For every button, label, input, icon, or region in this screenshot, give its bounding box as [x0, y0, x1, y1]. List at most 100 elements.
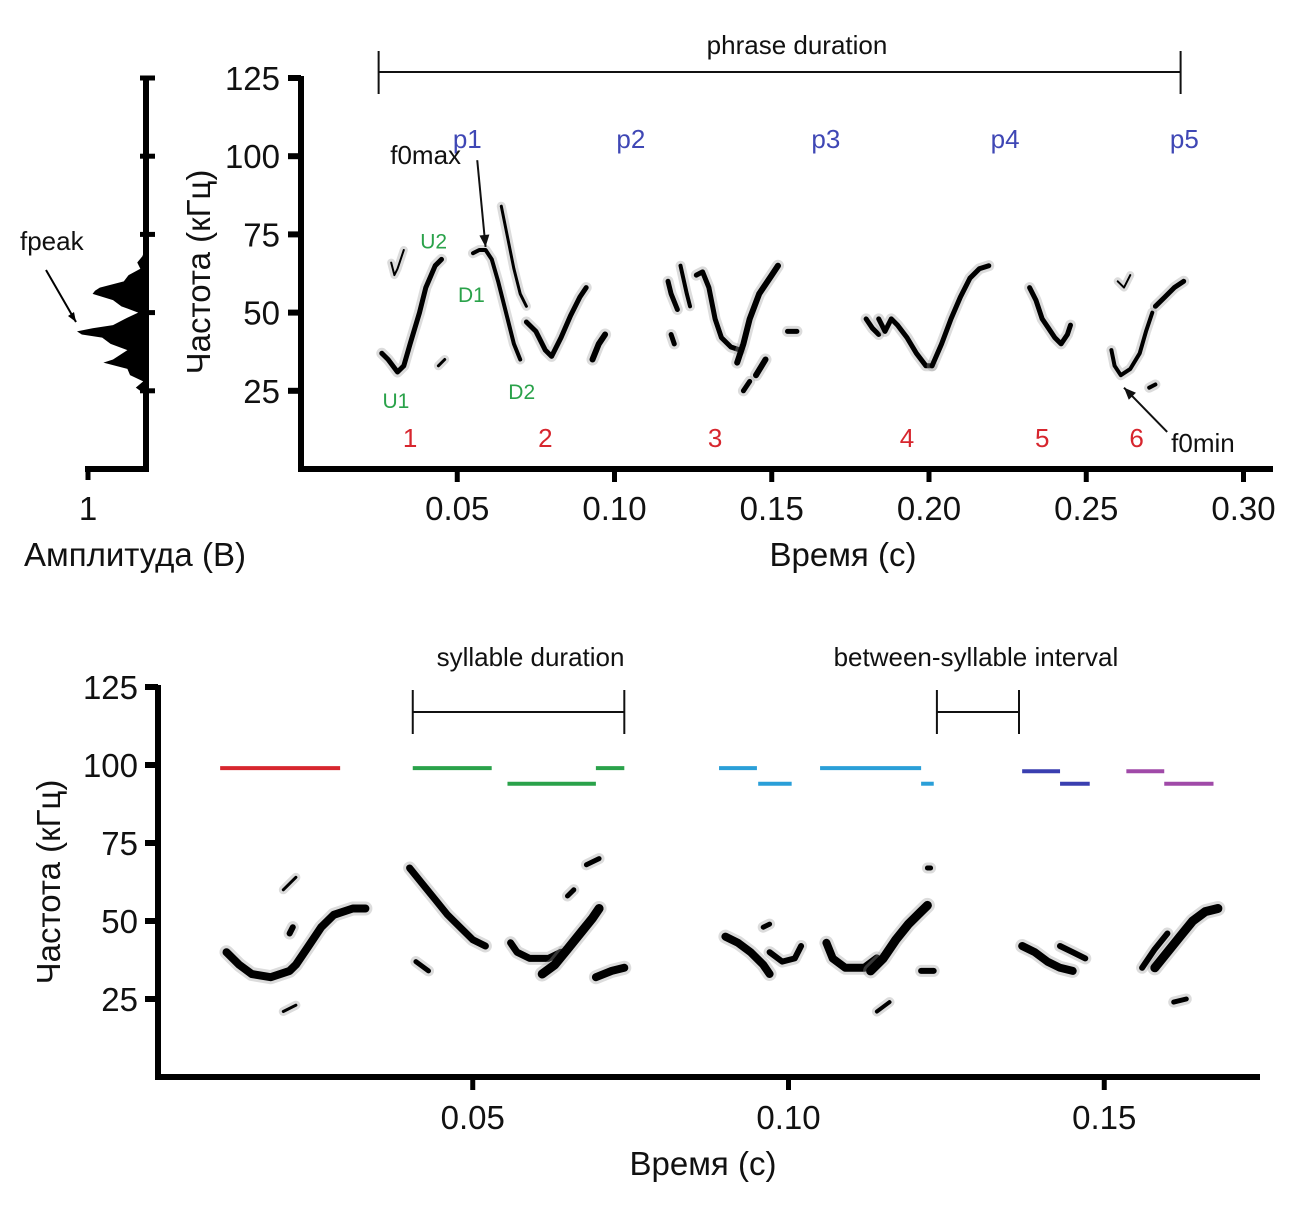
peak-label: p1	[453, 124, 482, 154]
syllable-contour-b2-a	[406, 864, 489, 950]
phrase-contour-s4-a	[863, 316, 882, 337]
phrase-contour-s5	[1027, 285, 1073, 347]
syllable-x-axis-title: Время (с)	[630, 1145, 777, 1182]
syllable-contour-b2-g	[583, 856, 602, 868]
phrase-contour-s1-tail	[436, 358, 447, 368]
contour-labels: U1 U2 D1 D2	[382, 231, 535, 414]
syllable-number: 4	[900, 423, 914, 453]
syllable-y-tick-label: 125	[83, 669, 138, 706]
phrase-contour-s1-faint	[390, 249, 405, 277]
amplitude-spectrum-area	[77, 243, 146, 394]
syllable-contour-b1-b	[286, 924, 296, 937]
arrow-label-f0min: f0min	[1171, 428, 1235, 458]
phrase-contour-s2-D2	[523, 285, 589, 359]
syllable-contour-b3-e	[866, 900, 932, 976]
syllable-number: 1	[403, 423, 417, 453]
phrase-contour-s1-U1	[379, 256, 444, 375]
syllable-x-tick-label: 0.05	[441, 1099, 505, 1136]
amplitude-x-tick-label: 1	[79, 490, 97, 527]
syllable-y-ticks: 25 50 75 100 125	[83, 669, 158, 1018]
syllable-contour-b4-a	[1018, 942, 1077, 975]
phrase-y-tick-label: 50	[243, 295, 280, 332]
phrase-contour-halo	[690, 266, 746, 356]
arrow-line-f0max	[476, 160, 487, 248]
phrase-y-tick-label: 100	[225, 138, 280, 175]
syllable-contour-b2-c	[507, 939, 565, 962]
phrase-y-tick-label: 125	[225, 60, 280, 97]
annotation-arrows: f0max f0min	[390, 140, 1235, 458]
phrase-y-tick-label: 75	[243, 216, 280, 253]
syllable-spectrogram-contours	[219, 853, 1226, 1017]
phrase-contour-s3-e	[668, 332, 677, 347]
arrow-label-f0max: f0max	[390, 140, 461, 170]
syllable-number: 5	[1035, 423, 1049, 453]
peak-label: p4	[991, 124, 1020, 154]
phrase-x-tick-label: 0.20	[897, 490, 961, 527]
phrase-contour-s3-f	[753, 356, 769, 379]
syllable-contour-b3-h	[874, 1000, 892, 1014]
phrase-contour-s3-a	[665, 278, 680, 312]
syllable-contour-b3-b	[766, 943, 805, 965]
syllable-contour-b1-c	[281, 875, 298, 892]
phrase-x-tick-label: 0.15	[740, 490, 804, 527]
phrase-x-tick-label: 0.25	[1054, 490, 1118, 527]
syllable-contour-b5-b	[1150, 904, 1223, 973]
syllable-number: 6	[1129, 423, 1143, 453]
syllable-contour-b2-f	[565, 887, 577, 899]
amplitude-spectrum-panel: 1 Амплитуда (В) fpeak	[20, 75, 246, 573]
phrase-x-tick-label: 0.30	[1211, 490, 1275, 527]
phrase-contour-s4-c	[929, 263, 992, 369]
phrase-x-axis-title: Время (с)	[770, 536, 917, 573]
phrase-contour-s2-tail	[589, 331, 609, 363]
peak-label: p5	[1170, 124, 1199, 154]
phrase-y-axis-title: Частота (кГц)	[180, 170, 217, 375]
arrowhead-icon	[479, 234, 490, 247]
syllable-y-axis-title: Частота (кГц)	[30, 780, 67, 985]
phrase-duration-bracket	[377, 51, 1182, 94]
phrase-contour-s2-D1	[471, 248, 523, 362]
peak-label: p2	[616, 124, 645, 154]
phrase-contour-s3-b	[678, 263, 692, 309]
syllable-x-ticks: 0.05 0.10 0.15	[441, 1077, 1136, 1136]
phrase-contour-s6-d	[1147, 382, 1158, 390]
phrase-x-tick-label: 0.05	[425, 490, 489, 527]
syllable-contour-b2-b	[413, 959, 431, 974]
phrase-contour-s4-b	[876, 316, 935, 369]
fpeak-arrowhead-icon	[68, 312, 76, 322]
phrase-x-tick-label: 0.10	[582, 490, 646, 527]
duration-brackets: syllable duration between-syllable interv…	[411, 642, 1118, 734]
bracket-label: syllable duration	[437, 642, 625, 672]
contour-label: D1	[458, 284, 485, 307]
syllable-y-tick-label: 25	[101, 981, 138, 1018]
syllable-y-tick-label: 75	[101, 825, 138, 862]
phrase-duration-label: phrase duration	[707, 30, 888, 60]
segment-bars	[220, 766, 1214, 786]
syllable-contour-b3-d	[822, 938, 881, 972]
phrase-contour-s3-c	[693, 269, 743, 353]
phrase-contour-s3-d	[734, 262, 781, 366]
arrowhead-icon	[1123, 387, 1136, 400]
amplitude-x-axis-title: Амплитуда (В)	[24, 536, 246, 573]
syllable-contour-b3-c	[760, 921, 773, 930]
syllable-x-tick-label: 0.10	[756, 1099, 820, 1136]
phrase-contour-s6-b	[1109, 310, 1155, 378]
syllable-y-tick-label: 100	[83, 747, 138, 784]
syllable-x-tick-label: 0.15	[1072, 1099, 1136, 1136]
phrase-y-ticks: 25 50 75 100 125	[225, 60, 301, 410]
syllable-contour-b2-e	[591, 963, 629, 982]
phrase-spectrogram-contours	[376, 201, 1190, 397]
peak-labels: p1 p2 p3 p4 p5	[453, 124, 1199, 154]
syllable-contour-b3-a	[721, 932, 774, 978]
fpeak-label: fpeak	[20, 226, 85, 256]
syllable-contour-b5-a	[1139, 930, 1171, 971]
amplitude-y-ticks	[140, 75, 155, 394]
syllable-contour-b1-d	[281, 1003, 298, 1013]
syllable-contour-b1-a	[222, 904, 370, 982]
syllable-number: 3	[708, 423, 722, 453]
peak-label: p3	[811, 124, 840, 154]
contour-label: U1	[382, 390, 409, 413]
syllable-number: 2	[538, 423, 552, 453]
phrase-contour-s6-c	[1152, 278, 1187, 309]
